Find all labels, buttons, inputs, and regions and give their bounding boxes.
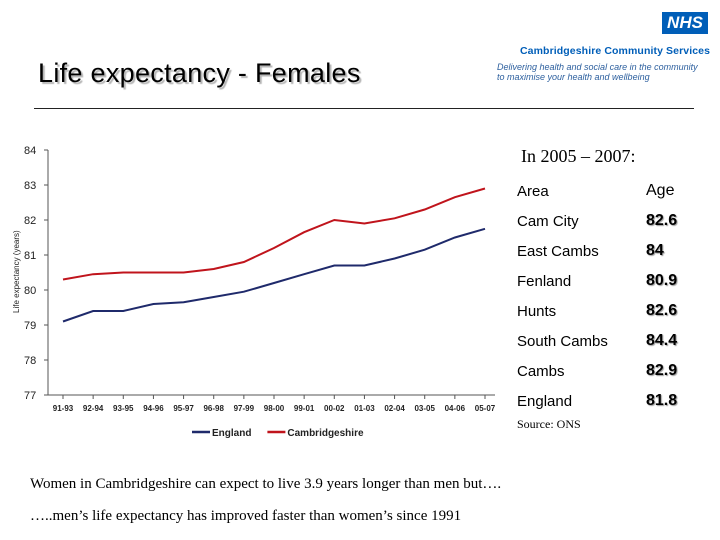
legend-label-cambridgeshire: Cambridgeshire	[287, 428, 364, 439]
x-tick-label: 04-06	[445, 404, 466, 413]
row-age: 81.8	[646, 392, 678, 409]
row-age: 84.4	[646, 332, 678, 349]
y-tick-label: 82	[24, 215, 36, 227]
row-age: 80.9	[646, 272, 678, 289]
table-row: Cam City 82.6	[513, 206, 696, 236]
source-note: Source: ONS	[517, 417, 581, 431]
legend-label-england: England	[212, 428, 251, 439]
table-row: England 81.8	[513, 386, 696, 416]
x-tick-label: 94-96	[143, 404, 164, 413]
table-row: Hunts 82.6	[513, 296, 696, 326]
table-row: East Cambs 84	[513, 236, 696, 266]
life-expectancy-table: Area Age Cam City 82.6 East Cambs 84 Fen…	[513, 176, 696, 416]
x-tick-label: 03-05	[414, 404, 435, 413]
y-tick-label: 77	[24, 390, 36, 402]
title-divider	[34, 108, 694, 109]
tagline-line-1: Delivering health and social care in the…	[497, 62, 698, 72]
x-tick-label: 98-00	[264, 404, 285, 413]
y-tick-label: 84	[24, 145, 36, 157]
row-area: Fenland	[517, 272, 572, 290]
row-area: Cambs	[517, 362, 565, 380]
series-line-cambridgeshire	[62, 187, 486, 281]
x-tick-label: 95-97	[173, 404, 194, 413]
life-expectancy-chart: 77 78 79 80 81 82 83 84 Life expectancy (years) 9…	[12, 145, 496, 439]
x-tick-label: 05-07	[475, 404, 496, 413]
y-tick-label: 78	[24, 355, 36, 367]
x-tick-label: 97-99	[234, 404, 255, 413]
x-tick-label: 93-95	[113, 404, 134, 413]
table-row: Cambs 82.9	[513, 356, 696, 386]
series-line-england	[62, 227, 486, 323]
row-age: 82.9	[646, 362, 678, 379]
y-tick-label: 81	[24, 250, 36, 262]
y-tick-label: 80	[24, 285, 36, 297]
y-tick-label: 83	[24, 180, 36, 192]
x-tick-label: 00-02	[324, 404, 345, 413]
row-age: 84	[646, 242, 664, 259]
x-tick-label: 91-93	[53, 404, 74, 413]
nhs-logo: NHS	[662, 12, 708, 34]
table-header-row: Area Age	[513, 176, 696, 206]
row-age: 82.6	[646, 302, 678, 319]
footnote-line-2: …..men’s life expectancy has improved fa…	[30, 508, 462, 524]
row-area: East Cambs	[517, 242, 599, 260]
x-tick-label: 02-04	[384, 404, 405, 413]
header-area: Area	[517, 182, 549, 200]
table-intro: In 2005 – 2007:	[521, 146, 636, 166]
row-area: England	[517, 392, 573, 410]
footnote-line-1: Women in Cambridgeshire can expect to li…	[30, 476, 502, 492]
row-area: South Cambs	[517, 332, 608, 350]
x-tick-label: 96-98	[203, 404, 224, 413]
x-tick-label: 92-94	[83, 404, 104, 413]
org-name: Cambridgeshire Community Services	[520, 45, 711, 57]
x-tick-label: 99-01	[294, 404, 315, 413]
tagline-line-2: to maximise your health and wellbeing	[497, 72, 650, 82]
table-row: Fenland 80.9	[513, 266, 696, 296]
row-area: Hunts	[517, 302, 557, 320]
x-tick-label: 01-03	[354, 404, 375, 413]
row-area: Cam City	[517, 212, 579, 230]
table-row: South Cambs 84.4	[513, 326, 696, 356]
y-axis-label: Life expectancy (years)	[12, 230, 21, 313]
row-age: 82.6	[646, 212, 678, 229]
header-age: Age	[646, 182, 675, 199]
page-title: Life expectancy - Females	[38, 58, 361, 88]
y-tick-label: 79	[24, 320, 36, 332]
